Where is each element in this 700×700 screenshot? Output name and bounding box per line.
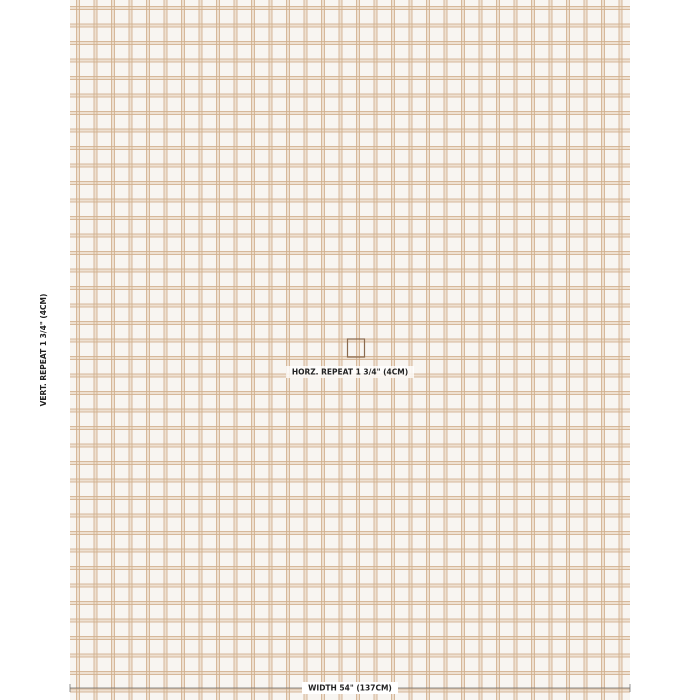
fabric-swatch	[70, 0, 630, 700]
repeat-marker	[346, 338, 366, 358]
width-label: WIDTH 54" (137CM)	[308, 684, 392, 693]
horizontal-repeat-label: HORZ. REPEAT 1 3/4" (4CM)	[292, 368, 408, 377]
vertical-repeat-label: VERT. REPEAT 1 3/4" (4CM)	[39, 294, 48, 407]
label-backing	[302, 682, 398, 694]
label-backing	[286, 366, 414, 378]
